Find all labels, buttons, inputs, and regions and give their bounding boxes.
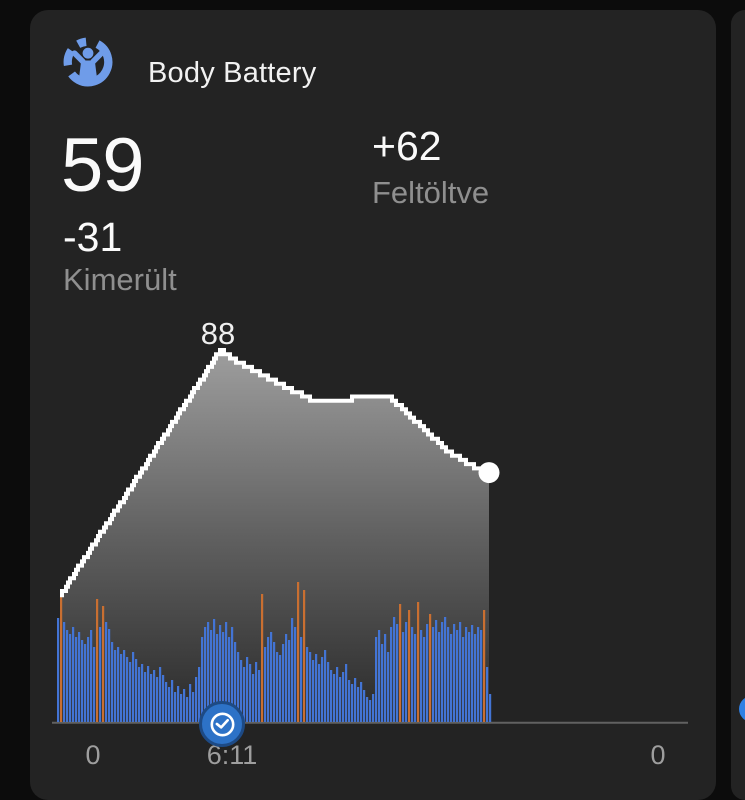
x-tick-time: 6:11 (206, 740, 258, 770)
clock-icon (199, 701, 245, 747)
clock-dot-icon (739, 696, 745, 722)
drained-value: -31 (63, 214, 123, 260)
x-tick-right: 0 (650, 740, 666, 770)
peak-value-label: 88 (201, 316, 235, 351)
body-battery-chart: 88 (52, 316, 688, 724)
drained-label: Kimerült (63, 262, 177, 297)
body-battery-icon (62, 36, 114, 88)
x-tick-left: 0 (85, 740, 101, 770)
charged-label: Feltöltve (372, 175, 490, 210)
charged-value: +62 (372, 123, 442, 169)
current-body-battery-value: 59 (61, 123, 145, 208)
body-battery-card[interactable]: Body Battery 59 +62 Feltöltve -31 Kimerü… (30, 10, 716, 800)
card-title: Body Battery (148, 57, 317, 89)
next-card-peek[interactable] (731, 10, 745, 800)
